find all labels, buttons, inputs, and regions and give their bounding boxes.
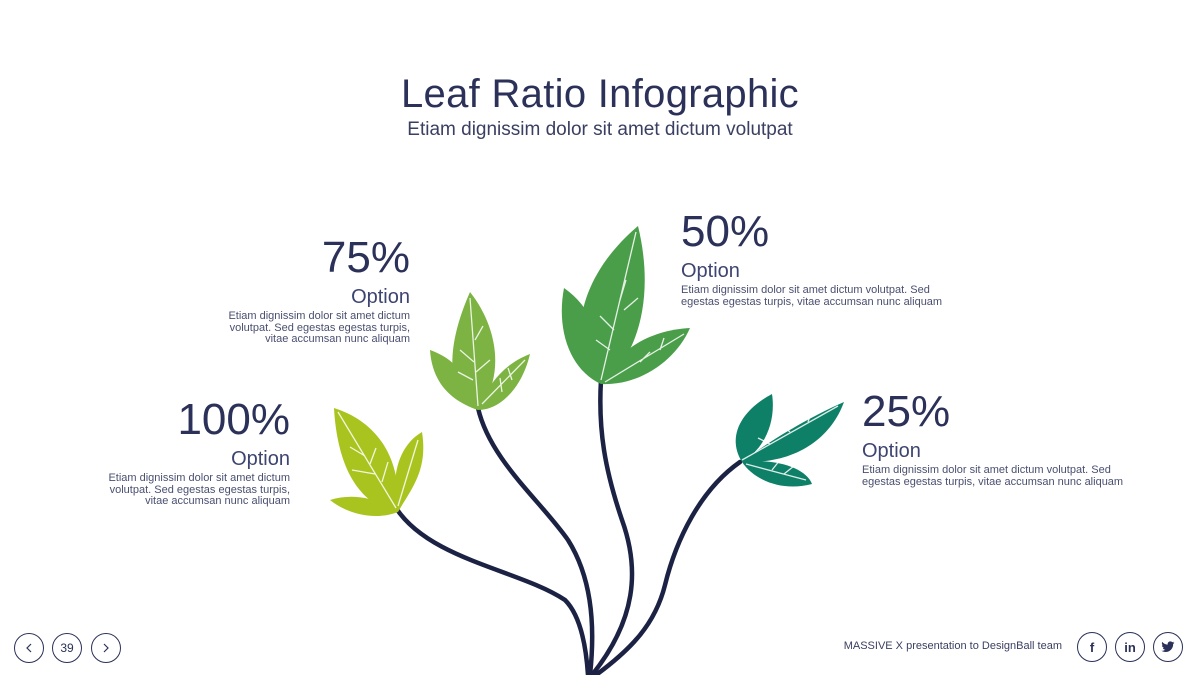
- option-description: Etiam dignissim dolor sit amet dictum vo…: [862, 464, 1124, 488]
- percent-value: 25%: [862, 387, 951, 436]
- page-title: Leaf Ratio Infographic: [401, 72, 799, 116]
- chevron-left-icon: [26, 643, 32, 653]
- leaf-25: [735, 394, 844, 487]
- percent-value: 75%: [321, 233, 410, 282]
- twitter-icon: [1161, 641, 1175, 653]
- option-description: Etiam dignissim dolor sit amet dictum vo…: [228, 310, 410, 345]
- prev-slide-button[interactable]: [14, 633, 44, 663]
- chevron-right-icon: [103, 643, 109, 653]
- option-label: Option: [231, 448, 290, 470]
- facebook-icon: f: [1089, 639, 1095, 655]
- percent-value: 100%: [177, 395, 290, 444]
- next-slide-button[interactable]: [91, 633, 121, 663]
- stem-75: [475, 405, 595, 675]
- stem-50: [589, 377, 635, 675]
- stem-100: [393, 505, 591, 675]
- ratio-block-25: 25% Option Etiam dignissim dolor sit ame…: [862, 390, 1162, 488]
- leaf-75: [430, 292, 530, 410]
- facebook-button[interactable]: f: [1077, 632, 1107, 662]
- ratio-block-100: 100% Option Etiam dignissim dolor sit am…: [60, 398, 290, 508]
- linkedin-button[interactable]: in: [1115, 632, 1145, 662]
- leaf-100: [330, 408, 424, 516]
- option-label: Option: [351, 286, 410, 308]
- footer-credit: MASSIVE X presentation to DesignBall tea…: [843, 640, 1062, 652]
- page-number: 39: [52, 633, 82, 663]
- twitter-button[interactable]: [1153, 632, 1183, 662]
- leaf-50: [561, 226, 690, 385]
- stem-25: [593, 459, 743, 675]
- page-subtitle: Etiam dignissim dolor sit amet dictum vo…: [407, 119, 793, 140]
- ratio-block-50: 50% Option Etiam dignissim dolor sit ame…: [681, 210, 981, 308]
- ratio-block-75: 75% Option Etiam dignissim dolor sit ame…: [180, 236, 410, 346]
- option-label: Option: [862, 440, 921, 462]
- option-description: Etiam dignissim dolor sit amet dictum vo…: [108, 472, 290, 507]
- percent-value: 50%: [681, 207, 770, 256]
- option-label: Option: [681, 260, 740, 282]
- option-description: Etiam dignissim dolor sit amet dictum vo…: [681, 284, 943, 308]
- linkedin-icon: in: [1124, 639, 1136, 655]
